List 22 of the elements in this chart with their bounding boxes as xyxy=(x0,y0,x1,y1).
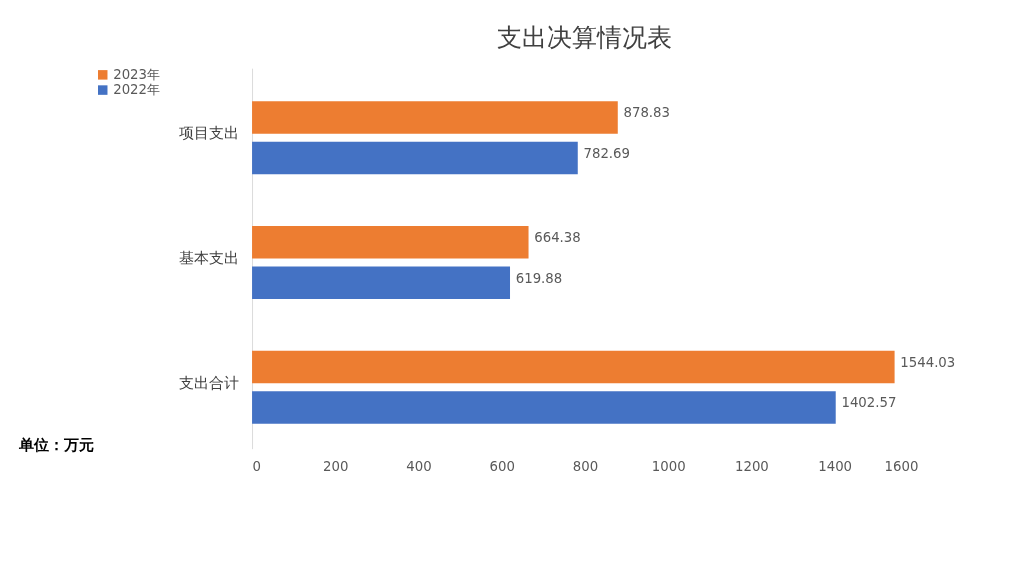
data-label: 1544.03 xyxy=(900,354,956,370)
legend-label: 2023年 xyxy=(113,66,161,82)
y-tick-label: 基本支出 xyxy=(179,249,240,268)
data-label: 782.69 xyxy=(583,145,631,161)
x-tick-label: 1200 xyxy=(734,459,769,475)
text: 单位：万元 xyxy=(18,435,95,454)
x-tick-label: 400 xyxy=(406,459,432,475)
x-tick-label: 1000 xyxy=(651,459,686,475)
legend-label: 2022年 xyxy=(113,81,161,97)
y-tick-label: 支出合计 xyxy=(179,373,240,392)
x-tick-label: 600 xyxy=(489,459,515,475)
data-label: 1402.57 xyxy=(841,395,897,411)
data-label: 619.88 xyxy=(515,270,563,286)
data-label: 664.38 xyxy=(534,229,581,245)
x-tick-label: 0 xyxy=(252,459,262,475)
x-tick-label: 1600 xyxy=(884,459,919,475)
x-tick-label: 1400 xyxy=(818,459,853,475)
chart-title: 支出决算情况表 xyxy=(497,23,673,53)
x-tick-label: 200 xyxy=(323,459,349,475)
y-tick-label: 项目支出 xyxy=(179,124,240,143)
data-label: 878.83 xyxy=(623,105,671,121)
x-tick-label: 800 xyxy=(572,459,599,475)
